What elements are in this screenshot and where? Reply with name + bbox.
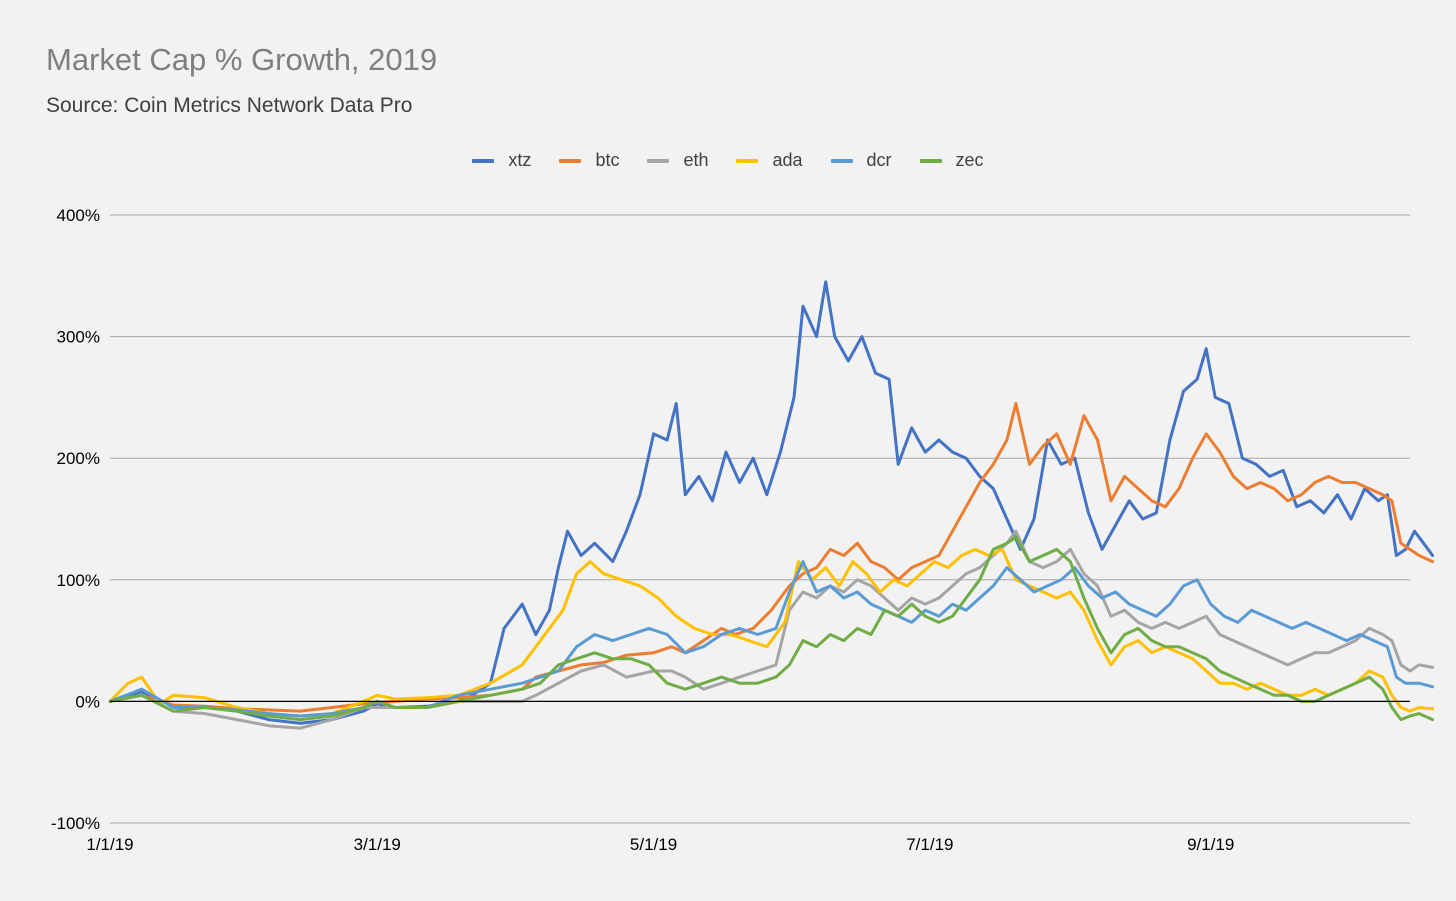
legend-label: dcr xyxy=(866,150,892,170)
chart-subtitle: Source: Coin Metrics Network Data Pro xyxy=(46,94,413,117)
x-tick-label: 5/1/19 xyxy=(630,835,677,854)
legend-item-dcr: dcr xyxy=(830,150,892,171)
series-line-xtz xyxy=(108,280,1435,725)
legend-label: xtz xyxy=(508,150,532,170)
x-tick-label: 1/1/19 xyxy=(86,835,133,854)
legend-label: btc xyxy=(595,150,620,170)
y-tick-label: 0% xyxy=(75,692,100,711)
y-tick-label: 100% xyxy=(57,571,100,590)
series-line-ada xyxy=(108,547,1435,718)
legend-item-zec: zec xyxy=(919,150,984,171)
y-tick-label: 400% xyxy=(57,206,100,225)
legend-swatch xyxy=(647,158,670,163)
y-tick-label: 200% xyxy=(57,449,100,468)
legend-swatch xyxy=(830,158,853,163)
legend-item-btc: btc xyxy=(559,150,619,171)
x-tick-label: 3/1/19 xyxy=(354,835,401,854)
legend-label: eth xyxy=(683,150,709,170)
x-tick-label: 9/1/19 xyxy=(1187,835,1234,854)
y-tick-label: -100% xyxy=(51,814,100,833)
legend-item-xtz: xtz xyxy=(472,150,531,171)
chart-title: Market Cap % Growth, 2019 xyxy=(46,42,438,77)
legend-swatch xyxy=(559,158,582,163)
legend-item-eth: eth xyxy=(647,150,708,171)
series-line-zec xyxy=(108,535,1435,722)
chart-legend: xtz btc eth ada dcr zec xyxy=(0,150,1456,171)
legend-swatch xyxy=(472,158,495,163)
y-tick-label: 300% xyxy=(57,328,100,347)
x-tick-label: 7/1/19 xyxy=(906,835,953,854)
legend-swatch xyxy=(919,158,942,163)
legend-label: zec xyxy=(955,150,984,170)
legend-label: ada xyxy=(772,150,803,170)
legend-swatch xyxy=(736,158,759,163)
legend-item-ada: ada xyxy=(736,150,803,171)
series-line-dcr xyxy=(108,560,1435,718)
